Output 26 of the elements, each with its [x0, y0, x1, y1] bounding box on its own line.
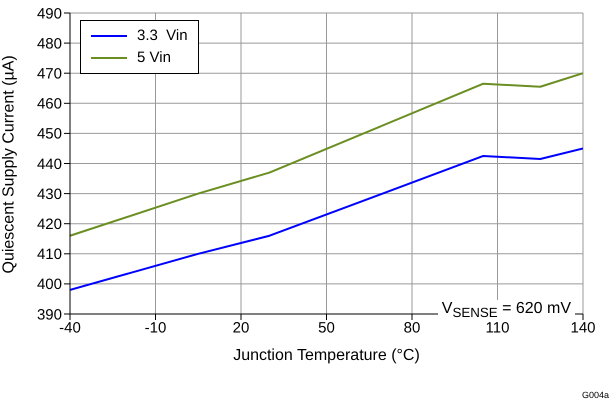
y-tick-label: 420 — [36, 216, 62, 234]
y-tick-label: 400 — [36, 276, 62, 294]
line-series — [70, 147, 583, 291]
x-axis-title: Junction Temperature (°C) — [233, 347, 420, 364]
y-tick-label: 490 — [36, 5, 62, 22]
y-tick-label: 480 — [36, 35, 62, 52]
x-tick-label: 110 — [486, 320, 510, 337]
x-tick-label: 50 — [318, 320, 335, 337]
x-tick-label: 140 — [570, 320, 596, 337]
y-tick-label: 390 — [36, 306, 62, 324]
x-tick-label: 20 — [232, 320, 250, 337]
y-tick-label: 440 — [36, 156, 62, 173]
legend-label: 5 Vin — [137, 48, 171, 68]
y-tick-label: 430 — [36, 186, 62, 203]
y-tick-label: 460 — [36, 96, 62, 113]
y-tick-label: 470 — [36, 66, 62, 83]
y-tick-label: 410 — [36, 246, 62, 264]
y-axis-title: Quiescent Supply Current (µA) — [0, 55, 18, 274]
x-tick-label: 80 — [404, 320, 420, 337]
annotation: V$_{SENSE}$ = 620 mV — [438, 300, 575, 320]
x-tick-label: -40 — [59, 320, 81, 337]
y-tick-label: 450 — [36, 126, 62, 143]
text: G004a — [582, 390, 609, 400]
x-tick-label: -10 — [144, 320, 166, 337]
legend-label: 3.3 Vin — [137, 26, 188, 46]
line-series — [70, 72, 583, 237]
